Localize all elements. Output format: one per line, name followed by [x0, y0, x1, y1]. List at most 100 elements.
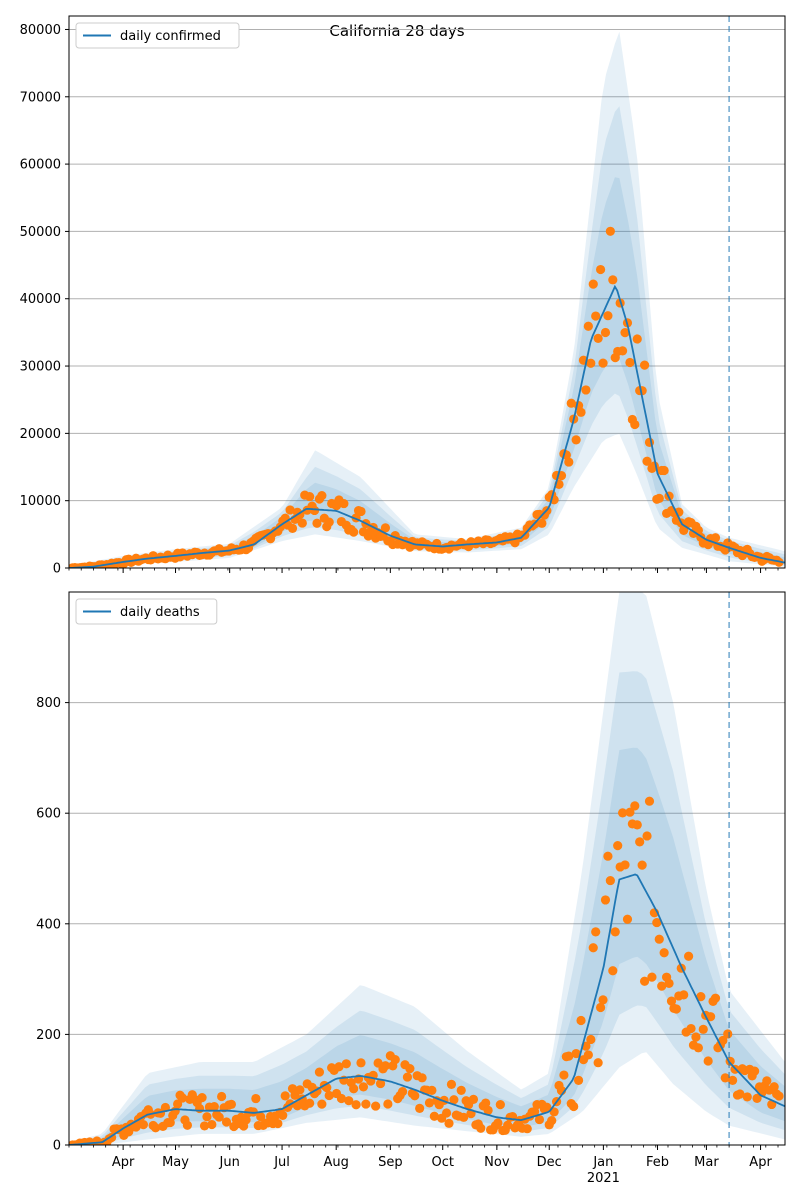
- observed-point: [573, 1075, 584, 1085]
- observed-point: [151, 1123, 161, 1133]
- observed-point: [735, 1089, 745, 1099]
- y-tick-label: 10000: [20, 494, 61, 509]
- y-tick-label: 200: [36, 1028, 61, 1043]
- observed-point: [632, 820, 642, 830]
- y-tick-label: 70000: [20, 90, 61, 105]
- y-tick-label: 400: [36, 917, 61, 932]
- observed-point: [639, 976, 650, 986]
- observed-point: [199, 1121, 210, 1131]
- chart-panel-2: 0 200 400 600 800 Apr May Jun Jul Aug Sep Oct Nov Dec…: [36, 591, 786, 1186]
- observed-point: [449, 1095, 459, 1105]
- observed-point: [559, 1070, 569, 1080]
- observed-point: [131, 1122, 141, 1132]
- observed-point: [182, 1120, 193, 1130]
- observed-point: [654, 934, 664, 944]
- observed-point: [138, 1120, 148, 1130]
- observed-point: [285, 505, 295, 515]
- observed-point: [214, 1112, 224, 1122]
- observed-point: [693, 1043, 703, 1053]
- plot-frame: [68, 15, 786, 569]
- observed-point: [429, 1111, 439, 1121]
- observed-point: [769, 1082, 779, 1092]
- observed-point: [278, 1110, 288, 1120]
- observed-point: [317, 1099, 327, 1109]
- observed-point: [593, 1058, 603, 1068]
- observed-point: [339, 498, 349, 509]
- observed-point: [309, 505, 320, 516]
- observed-point: [336, 1093, 347, 1104]
- observed-point: [207, 1119, 217, 1130]
- observed-point: [659, 948, 669, 958]
- observed-point: [571, 435, 581, 445]
- y-tick-label: 20000: [20, 427, 61, 442]
- observed-point: [595, 1002, 606, 1013]
- plot-area: [69, 592, 785, 1145]
- observed-point: [723, 1029, 733, 1039]
- observed-point: [591, 927, 601, 937]
- observed-point: [241, 1115, 251, 1125]
- observed-point: [226, 1099, 237, 1109]
- observed-point: [742, 1092, 752, 1102]
- observed-point: [483, 1105, 493, 1115]
- observed-point: [503, 1120, 513, 1130]
- observed-point: [652, 917, 662, 928]
- observed-point: [571, 1048, 581, 1059]
- observed-point: [635, 837, 645, 847]
- x-tick-label: Nov: [484, 1155, 510, 1170]
- observed-point: [659, 465, 669, 476]
- series-line: [69, 873, 785, 1145]
- observed-point: [375, 1078, 386, 1089]
- series-line: [69, 284, 785, 568]
- x-tick-label: Apr: [749, 1155, 772, 1170]
- legend-box: [75, 22, 240, 49]
- observed-point: [334, 1062, 344, 1072]
- observed-point: [456, 1085, 466, 1095]
- uncertainty-band-2: [69, 671, 785, 1145]
- x-tick-label: Aug: [323, 1155, 348, 1170]
- observed-point: [390, 1054, 400, 1065]
- observed-point: [361, 1099, 371, 1109]
- observed-point: [605, 226, 615, 236]
- observed-point: [686, 1023, 696, 1034]
- x-tick-label: Jan: [592, 1155, 613, 1170]
- observed-point: [344, 1096, 354, 1106]
- observed-point: [625, 357, 635, 368]
- observed-point: [617, 346, 628, 356]
- observed-point: [495, 1100, 505, 1110]
- observed-point: [774, 1091, 784, 1101]
- observed-point: [608, 275, 618, 285]
- observed-point: [679, 990, 689, 1000]
- observed-point: [586, 1034, 596, 1045]
- observed-point: [684, 951, 694, 961]
- observed-point: [217, 1091, 227, 1102]
- observed-point: [410, 1091, 420, 1101]
- x-tick-label: Mar: [694, 1155, 719, 1170]
- observed-point: [625, 807, 635, 817]
- observed-point: [522, 1124, 532, 1134]
- legend: daily confirmed: [75, 22, 240, 49]
- observed-point: [295, 1085, 305, 1095]
- observed-point: [617, 808, 628, 818]
- observed-point: [356, 506, 366, 517]
- observed-point: [341, 1059, 351, 1069]
- x-tick-label: Sep: [378, 1155, 403, 1170]
- y-tick-label: 0: [53, 1139, 61, 1154]
- observed-point: [598, 358, 608, 368]
- observed-point: [666, 996, 677, 1006]
- figure-title: California 28 days: [329, 22, 464, 40]
- observed-point: [569, 1101, 579, 1112]
- observed-point: [314, 1067, 325, 1077]
- observed-point: [581, 385, 591, 395]
- observed-point: [703, 1056, 713, 1066]
- observed-point: [273, 1118, 283, 1129]
- observed-point: [718, 1035, 728, 1046]
- observed-point: [287, 523, 298, 533]
- observed-point: [349, 527, 359, 537]
- observed-point: [537, 518, 547, 528]
- observed-point: [380, 1061, 391, 1071]
- observed-point: [177, 1093, 188, 1103]
- observed-point: [349, 1084, 359, 1094]
- observed-point: [593, 333, 603, 343]
- observed-point: [165, 1117, 175, 1128]
